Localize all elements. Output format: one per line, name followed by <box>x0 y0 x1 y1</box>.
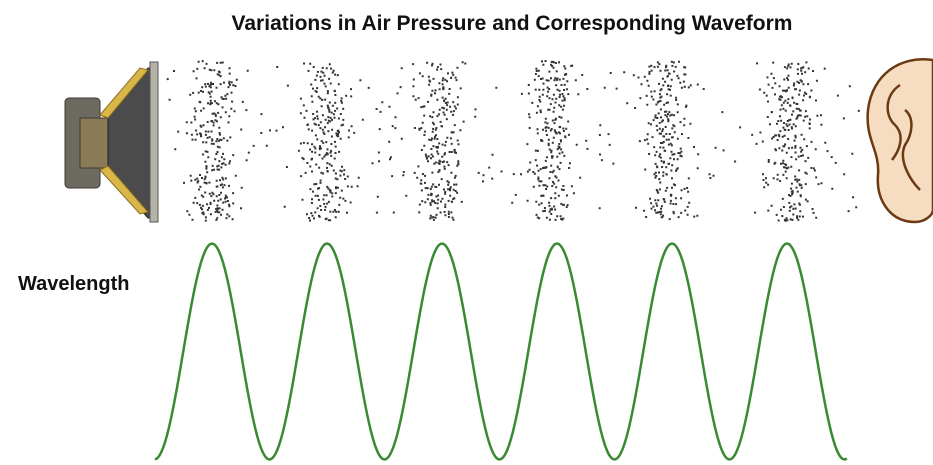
wavelength-label: Wavelength <box>18 273 130 295</box>
speaker-coil <box>79 117 109 169</box>
speaker-arm <box>99 67 149 119</box>
speaker-rim <box>149 61 159 223</box>
waveform <box>154 242 848 461</box>
speaker <box>64 61 159 223</box>
ear <box>866 58 933 224</box>
speaker-arm <box>99 165 149 215</box>
ear-inner <box>886 83 921 191</box>
air-particles <box>166 60 860 222</box>
title: Variations in Air Pressure and Correspon… <box>232 12 793 35</box>
